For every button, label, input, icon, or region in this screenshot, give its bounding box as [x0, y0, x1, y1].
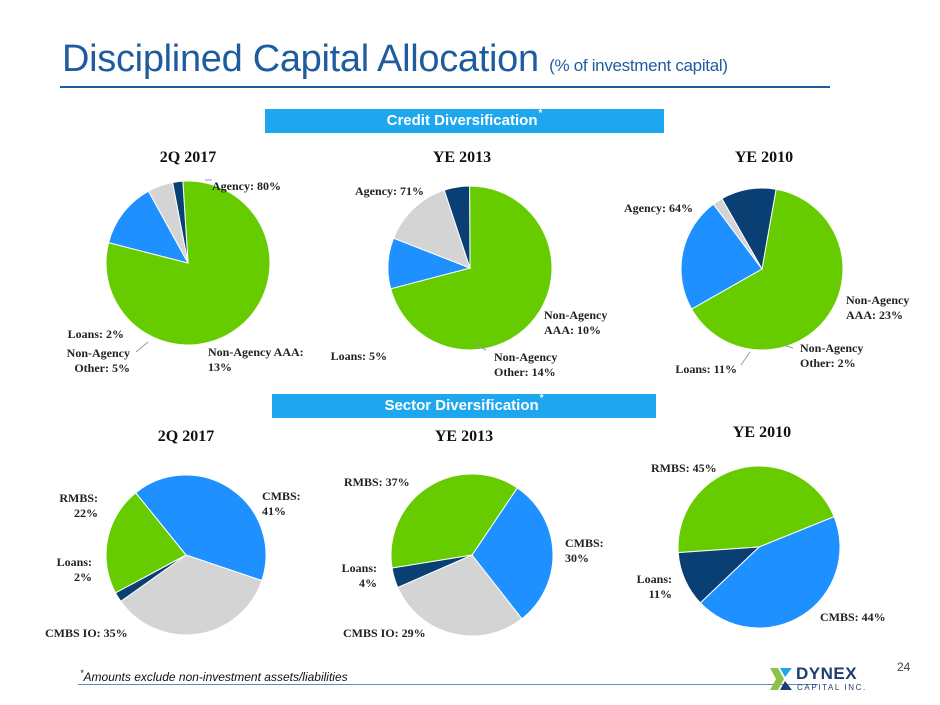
slice-label-cmbs: CMBS: 30%	[565, 536, 604, 565]
footnote-marker: *	[80, 668, 84, 678]
slice-label-other: Non-Agency Other: 5%	[67, 346, 130, 375]
slice-label-other: Non-Agency Other: 2%	[800, 341, 863, 370]
slice-rmbs	[677, 465, 835, 554]
title-underline	[60, 86, 830, 88]
pie-credit-ye-2010: YE 2010 Agency: 64% Non-Agency AAA: 23% Non-…	[624, 149, 909, 376]
slice-label-cmbs: CMBS: 41%	[262, 489, 301, 518]
slice-label-nonagency-aaa: Non-Agency AAA: 10%	[544, 308, 607, 337]
credit-banner-marker: *	[538, 108, 543, 119]
dynex-logo-icon	[770, 668, 792, 690]
footnote: *Amounts exclude non-investment assets/l…	[80, 668, 348, 684]
slice-loans	[443, 185, 471, 269]
slice-label-cmbs-io: CMBS IO: 29%	[343, 626, 426, 640]
slice-agency	[690, 188, 844, 351]
chart-title: YE 2010	[735, 149, 793, 166]
slice-label-agency: Agency: 64%	[624, 201, 693, 215]
credit-banner: Credit Diversification*	[265, 109, 664, 133]
chart-title: 2Q 2017	[158, 428, 214, 445]
slice-label-loans: Loans: 11%	[675, 362, 737, 376]
pie-sector-2q-2017: 2Q 2017 CMBS: 41% CMBS IO: 35% Loans: 2% RMBS:…	[45, 428, 301, 640]
dynex-logo: DYNEX CAPITAL INC.	[768, 664, 898, 694]
slice-label-agency: Agency: 80%	[212, 179, 281, 193]
slice-label-nonagency-aaa: Non-Agency AAA: 23%	[846, 293, 909, 322]
slice-loans	[721, 187, 777, 271]
slice-label-loans: Loans: 2%	[68, 327, 124, 341]
slice-rmbs	[390, 473, 518, 569]
slice-label-rmbs: RMBS: 22%	[59, 491, 98, 520]
pie-sector-ye-2010: YE 2010 RMBS: 45% CMBS: 44% Loans: 11%	[637, 424, 886, 629]
page-subtitle: (% of investment capital)	[549, 56, 728, 75]
slice-cmbs	[471, 487, 554, 620]
slice-rmbs	[105, 492, 187, 594]
slice-label-nonagency-aaa: Non-Agency AAA: 13%	[208, 345, 304, 374]
logo-tagline: CAPITAL INC.	[797, 683, 867, 692]
slice-label-rmbs: RMBS: 45%	[651, 461, 717, 475]
slice-nonagency-aaa	[680, 203, 763, 310]
footnote-text: Amounts exclude non-investment assets/li…	[83, 670, 348, 684]
page-title-text: Disciplined Capital Allocation	[62, 38, 539, 80]
slice-loans	[677, 546, 761, 604]
slice-cmbs-io	[120, 554, 263, 636]
page-number: 24	[897, 660, 911, 674]
slice-label-rmbs: RMBS: 37%	[344, 475, 410, 489]
slice-label-other: Non-Agency Other: 14%	[494, 350, 557, 379]
sector-banner-marker: *	[539, 393, 544, 404]
chart-title: YE 2013	[433, 149, 491, 166]
chart-title: YE 2010	[733, 424, 791, 441]
sector-banner: Sector Diversification*	[272, 394, 656, 418]
leader-line	[135, 341, 149, 353]
leader-line	[782, 344, 794, 349]
slice-label-agency: Agency: 71%	[355, 184, 424, 198]
page-title: Disciplined Capital Allocation (% of inv…	[62, 38, 728, 81]
slice-label-loans: Loans: 11%	[637, 572, 672, 601]
slice-label-loans: Loans: 5%	[331, 349, 387, 363]
chart-title: 2Q 2017	[160, 149, 216, 166]
slice-other	[392, 189, 471, 269]
slice-nonagency-aaa	[107, 190, 189, 264]
slice-label-loans: Loans: 4%	[342, 561, 377, 590]
leader-line	[473, 343, 487, 351]
pie-credit-2q-2017: 2Q 2017 Agency: 80% Non-Agency AAA: 13% Non-…	[67, 149, 304, 375]
sector-banner-label: Sector Diversification	[384, 397, 539, 414]
leader-line	[740, 351, 751, 366]
footer-rule	[78, 684, 818, 685]
logo-name: DYNEX	[796, 664, 858, 683]
chart-title: YE 2013	[435, 428, 493, 445]
slice-label-cmbs: CMBS: 44%	[820, 610, 886, 624]
slice-cmbs	[699, 516, 841, 629]
pie-credit-ye-2013: YE 2013 Agency: 71% Non-Agency AAA: 10% Non-…	[331, 149, 608, 379]
slice-label-loans: Loans: 2%	[57, 555, 92, 584]
slice-loans	[172, 180, 189, 264]
slice-cmbs-io	[397, 554, 523, 637]
slice-label-cmbs-io: CMBS IO: 35%	[45, 626, 128, 640]
slice-agency	[390, 185, 553, 351]
credit-banner-label: Credit Diversification	[386, 112, 538, 129]
slice-cmbs	[134, 474, 267, 582]
pie-sector-ye-2013: YE 2013 CMBS: 30% CMBS IO: 29% Loans: 4% RMBS:…	[342, 428, 604, 640]
